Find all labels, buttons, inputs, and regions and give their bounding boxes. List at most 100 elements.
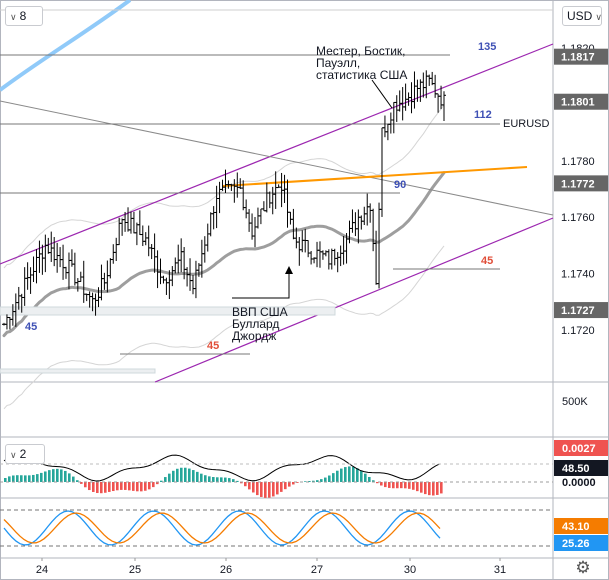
histogram-bar [328,475,331,482]
stoch-value-label: 25.26 [562,538,590,550]
time-tick-label: 31 [494,564,506,576]
price-label: 1.1817 [561,52,595,64]
histogram-bar [184,467,187,482]
histogram-bar [432,482,435,496]
indicator-collapse-button[interactable]: ∨ 2 [5,444,45,464]
histogram-bar [392,482,395,489]
histogram-bar [304,481,307,482]
histogram-bar [120,482,123,490]
time-tick-label: 30 [404,564,416,576]
histogram-bar [244,482,247,487]
histogram-bar [224,477,227,482]
histogram-bar [320,479,323,482]
indicator-value-label: 0.0027 [562,443,596,455]
histogram-bar [352,466,355,482]
histogram-bar [124,482,127,490]
histogram-bar [92,482,95,492]
news-annotation-line: статистика США [316,68,407,82]
price-tick-label: 1.1740 [561,268,595,280]
histogram-bar [8,476,11,482]
histogram-bar [72,476,75,482]
interval-selector[interactable]: ∨ 8 [5,6,43,26]
level-tag: 112 [474,109,492,121]
chevron-down-icon: ∨ [595,12,602,22]
histogram-bar [172,470,175,482]
histogram-bar [260,482,263,497]
histogram-bar [204,475,207,482]
histogram-bar [316,480,319,482]
macd-signal-line [3,454,441,482]
indicator-count: 2 [19,447,27,461]
histogram-bar [228,478,231,482]
indicator-value-label: 0.0000 [562,477,596,489]
histogram-bar [188,468,191,482]
histogram-bar [416,482,419,492]
price-pane[interactable]: EURUSD 135 112 90 45 45 45 [0,0,554,410]
histogram-bar [20,475,23,482]
currency-selector[interactable]: USD ∨ [562,6,602,26]
histogram-bar [388,482,391,488]
time-tick-label: 27 [311,564,323,576]
time-axis[interactable]: 24 25 26 27 30 31 [36,558,506,576]
lower-envelope-line [3,245,445,410]
price-label-box [554,302,608,319]
histogram-bar [76,480,79,482]
histogram-bar [296,482,299,483]
histogram-bar [116,482,119,491]
histogram-bar [396,482,399,489]
histogram-bar [192,470,195,482]
histogram-bar [220,477,223,482]
histogram-bar [364,473,367,482]
gear-icon[interactable]: ⚙ [575,558,591,577]
orange-trend-line [222,166,528,187]
range-box [0,368,156,374]
histogram-bar [12,475,15,482]
news-annotation-line: Джордж [232,329,276,343]
histogram-bar [64,470,67,482]
price-label-box [554,175,608,192]
histogram-bar [108,482,111,492]
histogram-bar [376,482,379,484]
annotation-pointer [371,79,393,109]
histogram-bar [240,482,243,484]
chevron-down-icon: ∨ [10,450,17,460]
indicator-label-box [554,460,608,476]
stochastic-pane[interactable] [0,454,553,547]
level-tag: 45 [207,340,219,352]
histogram-bar [368,476,371,482]
histogram-bar [412,482,415,490]
histogram-bar [380,482,383,486]
histogram-bar [156,482,159,485]
price-label-box [554,48,608,65]
histogram-bar [280,482,283,492]
histogram-bar [272,482,275,497]
price-axis[interactable]: 1.18201.18001.17801.17601.17401.17201.18… [554,43,608,551]
histogram-bar [180,467,183,482]
chevron-down-icon: ∨ [10,12,17,22]
symbol-label: EURUSD [503,118,550,130]
histogram-bar [420,482,423,493]
histogram-bar [44,471,47,482]
range-box [0,306,336,316]
histogram-bar [144,482,147,491]
histogram-bar [344,467,347,482]
histogram-bar [100,482,103,494]
histogram-bar [348,466,351,482]
histogram-bar [340,468,343,482]
price-label-box [554,93,608,110]
histogram-bar [40,472,43,482]
histogram-bar [80,482,83,484]
histogram-bar [360,470,363,482]
volume-tick-label: 500K [562,396,588,408]
histogram-bar [140,482,143,492]
histogram-bar [196,471,199,482]
histogram-bar [4,478,7,482]
histogram-bar [292,482,295,485]
histogram-bar [436,482,439,495]
level-tag: 90 [394,179,406,191]
level-tag: 45 [25,321,37,333]
histogram-bar [52,469,55,482]
histogram-bar [236,480,239,482]
histogram-bar [112,482,115,492]
histogram-bar [332,473,335,482]
